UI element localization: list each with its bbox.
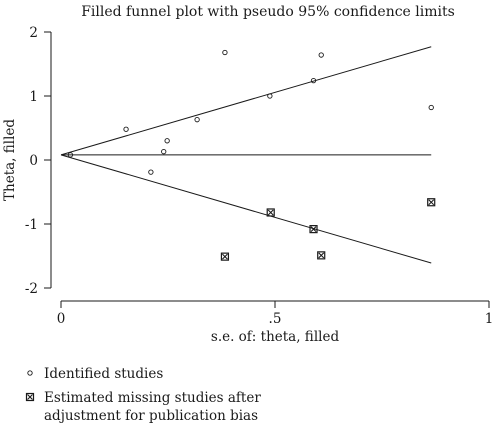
legend-label-missing-line-2: adjustment for publication bias — [44, 408, 258, 423]
legend-label-missing-line-1: Estimated missing studies after — [44, 390, 261, 406]
y-tick-label: -2 — [25, 281, 38, 297]
missing-study-cross — [428, 199, 435, 206]
x-tick-label: .5 — [269, 311, 282, 327]
chart-title: Filled funnel plot with pseudo 95% confi… — [81, 4, 455, 20]
identified-study-point — [123, 126, 129, 132]
x-axis-label: s.e. of: theta, filled — [211, 329, 340, 345]
legend: Identified studies Estimated missing stu… — [25, 366, 261, 423]
missing-study-box — [317, 251, 326, 260]
y-tick-label: 0 — [29, 153, 38, 169]
identified-study-point — [67, 152, 74, 158]
data-points — [67, 49, 436, 261]
missing-study-box — [266, 208, 275, 217]
missing-study-box — [309, 225, 318, 234]
upper-confidence-limit-line — [60, 46, 432, 156]
reference-lines — [60, 46, 432, 264]
identified-study-point — [161, 149, 167, 155]
identified-study-point — [194, 117, 200, 123]
missing-study-cross — [310, 226, 317, 233]
missing-study-point — [309, 225, 318, 234]
x-tick-label: 0 — [57, 311, 66, 327]
missing-study-cross — [267, 209, 274, 216]
identified-study-point — [267, 93, 273, 99]
missing-study-cross — [222, 253, 228, 260]
legend-marker-missing — [25, 392, 35, 402]
missing-study-point — [317, 251, 326, 260]
missing-study-point — [427, 198, 436, 207]
legend-label-identified: Identified studies — [44, 366, 163, 382]
identified-study-point — [310, 77, 317, 84]
identified-study-point — [318, 52, 324, 58]
lower-confidence-limit-line — [60, 154, 432, 264]
missing-study-point — [266, 208, 275, 217]
y-tick-label: 1 — [29, 89, 38, 105]
identified-study-point — [164, 138, 170, 144]
x-tick-label: 1 — [485, 311, 494, 327]
missing-study-box — [427, 198, 436, 207]
missing-study-box — [220, 252, 230, 261]
y-tick-label: 2 — [29, 25, 38, 41]
y-axis-label: Theta, filled — [2, 119, 18, 201]
identified-study-point — [222, 49, 228, 56]
x-axis-ticks: 0.5 1 — [57, 301, 494, 327]
y-tick-label: -1 — [25, 217, 38, 233]
identified-study-point — [148, 169, 154, 175]
missing-study-cross — [318, 252, 325, 259]
identified-study-point — [428, 104, 434, 111]
legend-marker-identified — [27, 370, 33, 376]
y-axis-ticks: -2 -1 0 1 2 — [25, 25, 51, 297]
missing-study-point — [220, 252, 230, 261]
